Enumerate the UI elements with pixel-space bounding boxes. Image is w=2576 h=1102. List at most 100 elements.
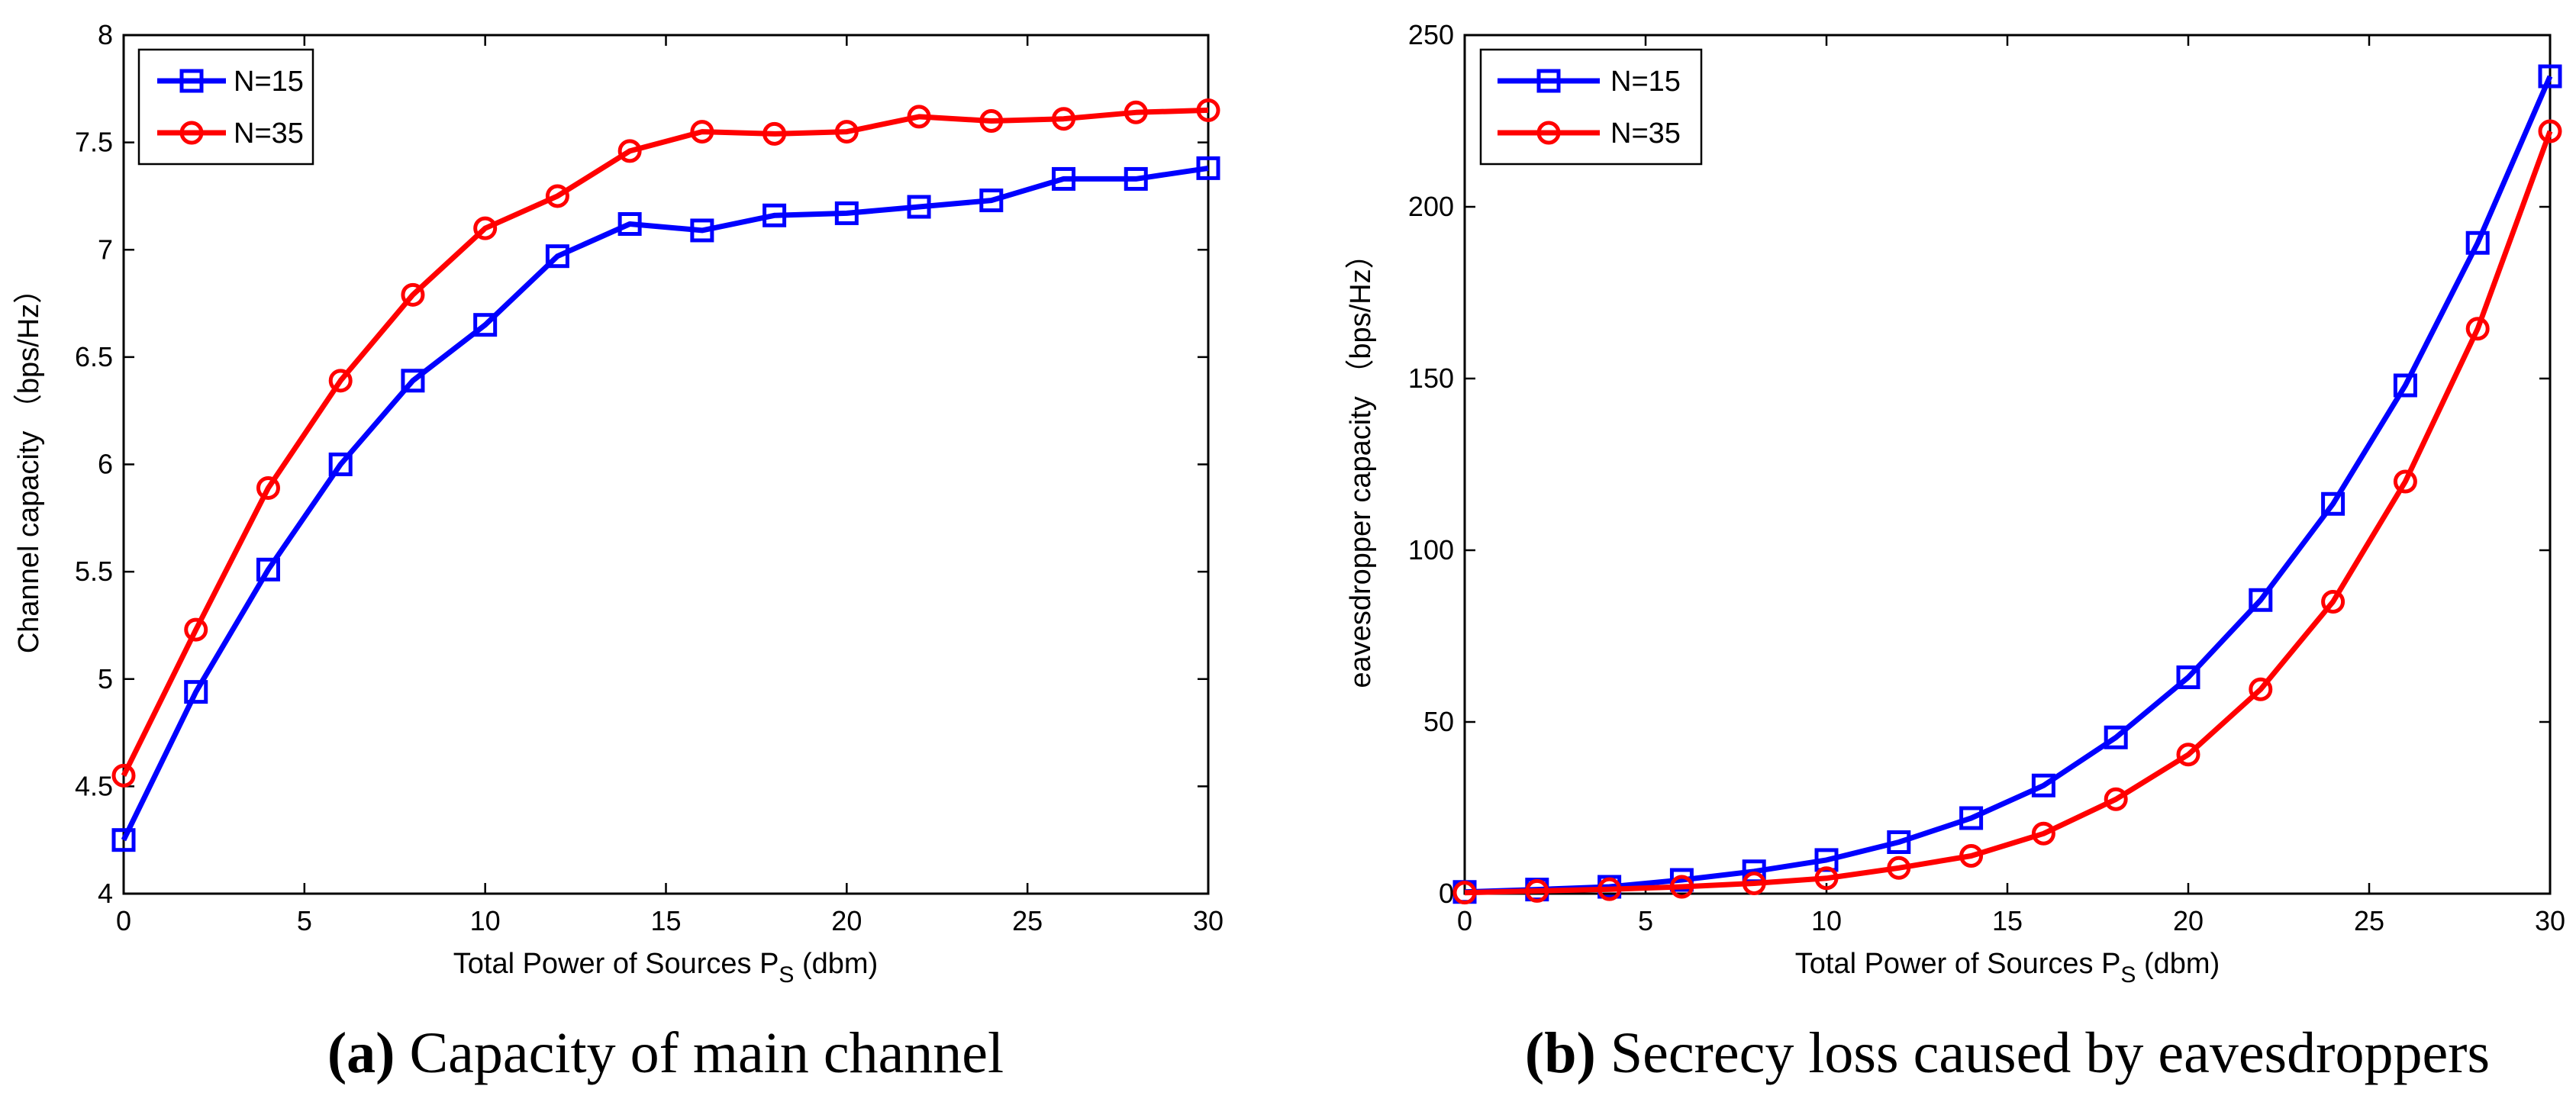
data-point-n35-a	[1052, 107, 1076, 131]
y-tick-label-b: 50	[1423, 706, 1454, 737]
data-point-n15-a	[184, 680, 208, 704]
chart-panel-a: 0 5 10 15 20 25 30 4 4.5 5 5.5 6 6.5 7 7.5 8 Total Powe…	[13, 19, 1224, 1085]
legend-label-n35-b: N=35	[1610, 118, 1681, 150]
data-point-n15-a	[834, 201, 859, 225]
data-point-n35-b	[2465, 317, 2490, 341]
data-point-n35-a	[617, 139, 642, 163]
data-point-n35-b	[2249, 677, 2273, 701]
x-tick-label-a: 15	[650, 905, 681, 936]
x-tick-label-b: 0	[1457, 905, 1472, 936]
data-point-n35-b	[2104, 787, 2128, 811]
y-tick-label-b: 0	[1439, 878, 1454, 909]
y-tick-label-a: 5	[98, 663, 113, 694]
data-point-n15-a	[328, 453, 353, 476]
data-point-n15-b	[2249, 588, 2273, 612]
y-tick-label-b: 150	[1408, 362, 1454, 394]
data-point-n15-a	[401, 369, 425, 393]
data-point-n15-a	[907, 195, 931, 219]
data-point-n35-a	[545, 184, 569, 208]
data-point-n15-a	[545, 244, 569, 269]
data-point-n35-a	[256, 475, 280, 500]
series-group-a	[111, 98, 1220, 852]
x-tick-label-b: 20	[2173, 905, 2204, 936]
legend-a: N=15 N=35	[137, 48, 314, 166]
y-tick-label-a: 4	[98, 878, 113, 909]
data-point-n15-b	[2465, 230, 2490, 255]
x-tick-label-a: 20	[831, 905, 862, 936]
data-point-n35-b	[2393, 469, 2417, 494]
y-tick-label-a: 6.5	[75, 341, 113, 372]
chart-panel-b: 0 5 10 15 20 25 30 0 50 100 150 200 250 Total Power …	[1345, 19, 2565, 1085]
data-point-n15-b	[2538, 64, 2562, 89]
x-tick-label-a: 10	[470, 905, 501, 936]
x-tick-label-a: 30	[1193, 905, 1224, 936]
y-tick-label-b: 100	[1408, 534, 1454, 566]
data-point-n15-b	[1669, 868, 1694, 892]
axis-ticks-b: 0 5 10 15 20 25 30 0 50 100 150 200 250	[1408, 19, 2565, 936]
data-point-n15-a	[473, 313, 498, 337]
data-point-n35-b	[1452, 881, 1477, 905]
data-point-n35-a	[401, 282, 425, 307]
data-point-n35-a	[1196, 98, 1220, 122]
data-point-n35-a	[762, 121, 787, 146]
data-point-n15-a	[1052, 166, 1076, 191]
data-point-n35-a	[834, 120, 859, 144]
data-point-n15-a	[256, 557, 280, 582]
data-point-n15-a	[111, 828, 136, 852]
y-tick-label-a: 6	[98, 449, 113, 480]
y-tick-label-a: 8	[98, 19, 113, 50]
legend-label-n15-b: N=15	[1610, 66, 1681, 98]
data-point-n35-b	[1669, 875, 1694, 899]
data-point-n35-a	[690, 120, 714, 144]
y-axis-label-b: eavesdropper capacity （bps/Hz）	[1345, 240, 1377, 688]
data-point-n35-a	[1124, 100, 1148, 124]
data-point-n35-a	[328, 369, 353, 393]
data-point-n35-b	[1598, 877, 1622, 901]
y-tick-label-a: 7.5	[75, 127, 113, 158]
data-point-n15-b	[2393, 373, 2417, 398]
legend-label-n15-a: N=15	[234, 66, 304, 98]
data-point-n35-a	[907, 105, 931, 129]
data-point-n35-b	[1525, 878, 1549, 903]
data-point-n35-a	[979, 109, 1004, 133]
series-line-n35-a	[121, 107, 1209, 777]
plot-area-a	[122, 34, 1210, 895]
data-point-n35-b	[2538, 119, 2562, 143]
data-point-n15-a	[762, 203, 787, 227]
x-tick-label-b: 10	[1811, 905, 1842, 936]
series-line-n15-a	[121, 165, 1209, 842]
data-point-n35-b	[1814, 866, 1839, 891]
data-point-n35-b	[1887, 856, 1911, 880]
caption-b: (b) Secrecy loss caused by eavesdroppers	[1525, 1021, 2490, 1085]
data-point-n15-a	[617, 212, 642, 236]
data-point-n15-b	[1887, 830, 1911, 854]
series-line-n35-b	[1464, 130, 2553, 896]
x-axis-label-a: Total Power of Sources PS (dbm)	[453, 948, 878, 988]
x-tick-label-a: 5	[297, 905, 312, 936]
data-point-n15-b	[1959, 806, 1984, 830]
legend-b: N=15 N=35	[1479, 48, 1703, 166]
legend-box-a	[137, 48, 314, 166]
series-line-n15-b	[1464, 75, 2553, 895]
data-point-n15-a	[1124, 166, 1148, 191]
axis-ticks-a: 0 5 10 15 20 25 30 4 4.5 5 5.5 6 6.5 7 7.5 8	[75, 19, 1224, 936]
data-point-n15-b	[2176, 665, 2200, 689]
data-point-n15-a	[979, 188, 1004, 213]
y-tick-label-a: 7	[98, 234, 113, 265]
data-point-n35-b	[2321, 590, 2345, 614]
legend-marker-n15-a	[179, 69, 204, 93]
x-tick-label-a: 25	[1012, 905, 1043, 936]
plot-area-b	[1463, 34, 2552, 895]
legend-marker-n35-b	[1536, 121, 1561, 145]
y-tick-label-b: 250	[1408, 19, 1454, 50]
data-point-n35-a	[184, 617, 208, 642]
data-point-n15-b	[2321, 491, 2345, 516]
data-point-n15-b	[2104, 725, 2128, 749]
x-tick-label-b: 5	[1638, 905, 1653, 936]
caption-a: (a) Capacity of main channel	[327, 1021, 1004, 1085]
x-axis-label-b: Total Power of Sources PS (dbm)	[1795, 948, 2220, 988]
x-tick-label-b: 15	[1992, 905, 2023, 936]
data-point-n35-a	[473, 216, 498, 240]
data-point-n15-b	[2031, 773, 2055, 798]
